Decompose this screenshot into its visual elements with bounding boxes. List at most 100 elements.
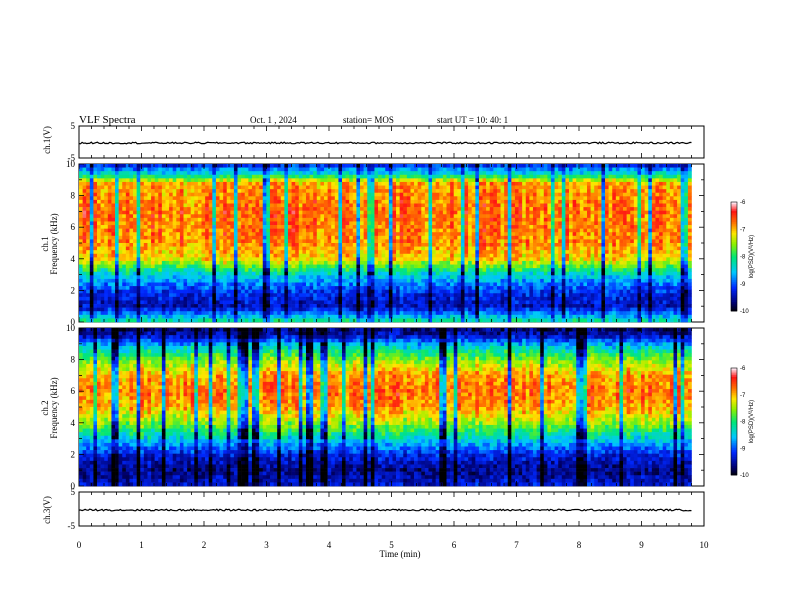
- spectrogram-cell: [248, 228, 253, 233]
- spectrogram-cell: [86, 203, 91, 208]
- spectrogram-cell: [608, 181, 613, 186]
- spectrogram-cell: [435, 239, 440, 244]
- spectrogram-cell: [565, 174, 570, 179]
- spectrogram-cell: [446, 171, 451, 176]
- spectrogram-cell: [172, 243, 177, 247]
- spectrogram-cell: [615, 246, 620, 251]
- spectrogram-cell: [183, 232, 188, 237]
- spectrogram-cell: [529, 196, 534, 201]
- spectrogram-cell: [97, 181, 101, 186]
- spectrogram-cell: [107, 171, 112, 176]
- spectrogram-cell: [122, 203, 127, 208]
- spectrogram-cell: [511, 171, 516, 176]
- spectrogram-cell: [540, 225, 545, 229]
- spectrogram-cell: [478, 174, 483, 179]
- spectrogram-cell: [309, 207, 314, 211]
- spectrogram-cell: [522, 167, 527, 172]
- spectrogram-cell: [360, 257, 364, 262]
- spectrogram-cell: [378, 178, 382, 183]
- spectrogram-cell: [687, 235, 692, 240]
- spectrogram-cell: [529, 207, 534, 211]
- spectrogram-cell: [251, 171, 256, 176]
- spectrogram-cell: [194, 257, 199, 262]
- spectrogram-cell: [331, 214, 336, 219]
- spectrogram-cell: [684, 250, 689, 255]
- spectrogram-cell: [212, 221, 217, 226]
- spectrogram-cell: [626, 196, 631, 201]
- spectrogram-cell: [118, 217, 123, 222]
- spectrogram-cell: [259, 189, 264, 194]
- spectrogram-cell: [453, 257, 458, 262]
- spectrogram-cell: [248, 268, 253, 273]
- spectrogram-cell: [125, 192, 130, 197]
- spectrogram-cell: [525, 246, 530, 251]
- spectrogram-cell: [626, 167, 631, 172]
- spectrogram-cell: [478, 192, 483, 197]
- spectrogram-cell: [399, 221, 404, 226]
- spectrogram-cell: [536, 181, 541, 186]
- spectrogram-cell: [554, 171, 559, 176]
- spectrogram-cell: [284, 178, 289, 183]
- spectrogram-cell: [637, 199, 642, 204]
- spectrogram-cell: [295, 228, 300, 233]
- spectrogram-cell: [104, 181, 109, 186]
- spectrogram-cell: [432, 203, 436, 208]
- spectrogram-cell: [356, 181, 361, 186]
- spectrogram-cell: [565, 264, 570, 269]
- spectrogram-cell: [179, 217, 184, 222]
- spectrogram-cell: [421, 235, 426, 240]
- spectrogram-cell: [97, 250, 101, 255]
- spectrogram-cell: [125, 164, 130, 168]
- spectrogram-cell: [287, 167, 292, 172]
- spectrogram-cell: [507, 228, 512, 233]
- spectrogram-cell: [187, 217, 191, 222]
- spectrogram-cell: [590, 239, 595, 244]
- spectrogram-cell: [280, 228, 285, 233]
- spectrogram-cell: [669, 225, 674, 229]
- spectrogram-cell: [666, 164, 671, 168]
- spectrogram-cell: [183, 185, 188, 190]
- spectrogram-cell: [342, 250, 346, 255]
- spectrogram-cell: [590, 192, 595, 197]
- spectrogram-cell: [115, 253, 119, 258]
- spectrogram-cell: [572, 225, 577, 229]
- spectrogram-cell: [468, 235, 473, 240]
- spectrogram-cell: [89, 171, 94, 176]
- spectrogram-cell: [237, 181, 242, 186]
- spectrogram-cell: [215, 164, 220, 168]
- spectrogram-cell: [161, 217, 166, 222]
- spectrogram-cell: [327, 221, 332, 226]
- spectrogram-cell: [295, 257, 300, 262]
- spectrogram-cell: [579, 235, 584, 240]
- spectrogram-cell: [269, 164, 274, 168]
- spectrogram-cell: [655, 250, 660, 255]
- spectrogram-cell: [388, 217, 393, 222]
- spectrogram-cell: [601, 264, 606, 269]
- spectrogram-cell: [579, 181, 584, 186]
- spectrogram-cell: [619, 174, 624, 179]
- spectrogram-cell: [615, 164, 620, 168]
- spectrogram-cell: [565, 167, 570, 172]
- spectrogram-cell: [677, 214, 681, 219]
- spectrogram-cell: [504, 185, 509, 190]
- spectrogram-cell: [576, 210, 581, 215]
- spectrogram-cell: [284, 228, 289, 233]
- spectrogram-cell: [569, 221, 573, 226]
- spectrogram-cell: [662, 178, 667, 183]
- spectrogram-cell: [572, 214, 577, 219]
- spectrogram-cell: [550, 192, 555, 197]
- spectrogram-cell: [550, 225, 555, 229]
- spectrogram-cell: [594, 260, 599, 265]
- spectrogram-cell: [143, 171, 148, 176]
- spectrogram-cell: [597, 235, 602, 240]
- spectrogram-cell: [630, 260, 635, 265]
- spectrogram-cell: [536, 221, 541, 226]
- spectrogram-cell: [486, 257, 491, 262]
- spectrogram-cell: [576, 235, 581, 240]
- spectrogram-cell: [540, 207, 545, 211]
- spectrogram-cell: [381, 264, 386, 269]
- spectrogram-cell: [605, 232, 609, 237]
- spectrogram-cell: [86, 228, 91, 233]
- spectrogram-cell: [363, 207, 368, 211]
- spectrogram-cell: [93, 196, 98, 201]
